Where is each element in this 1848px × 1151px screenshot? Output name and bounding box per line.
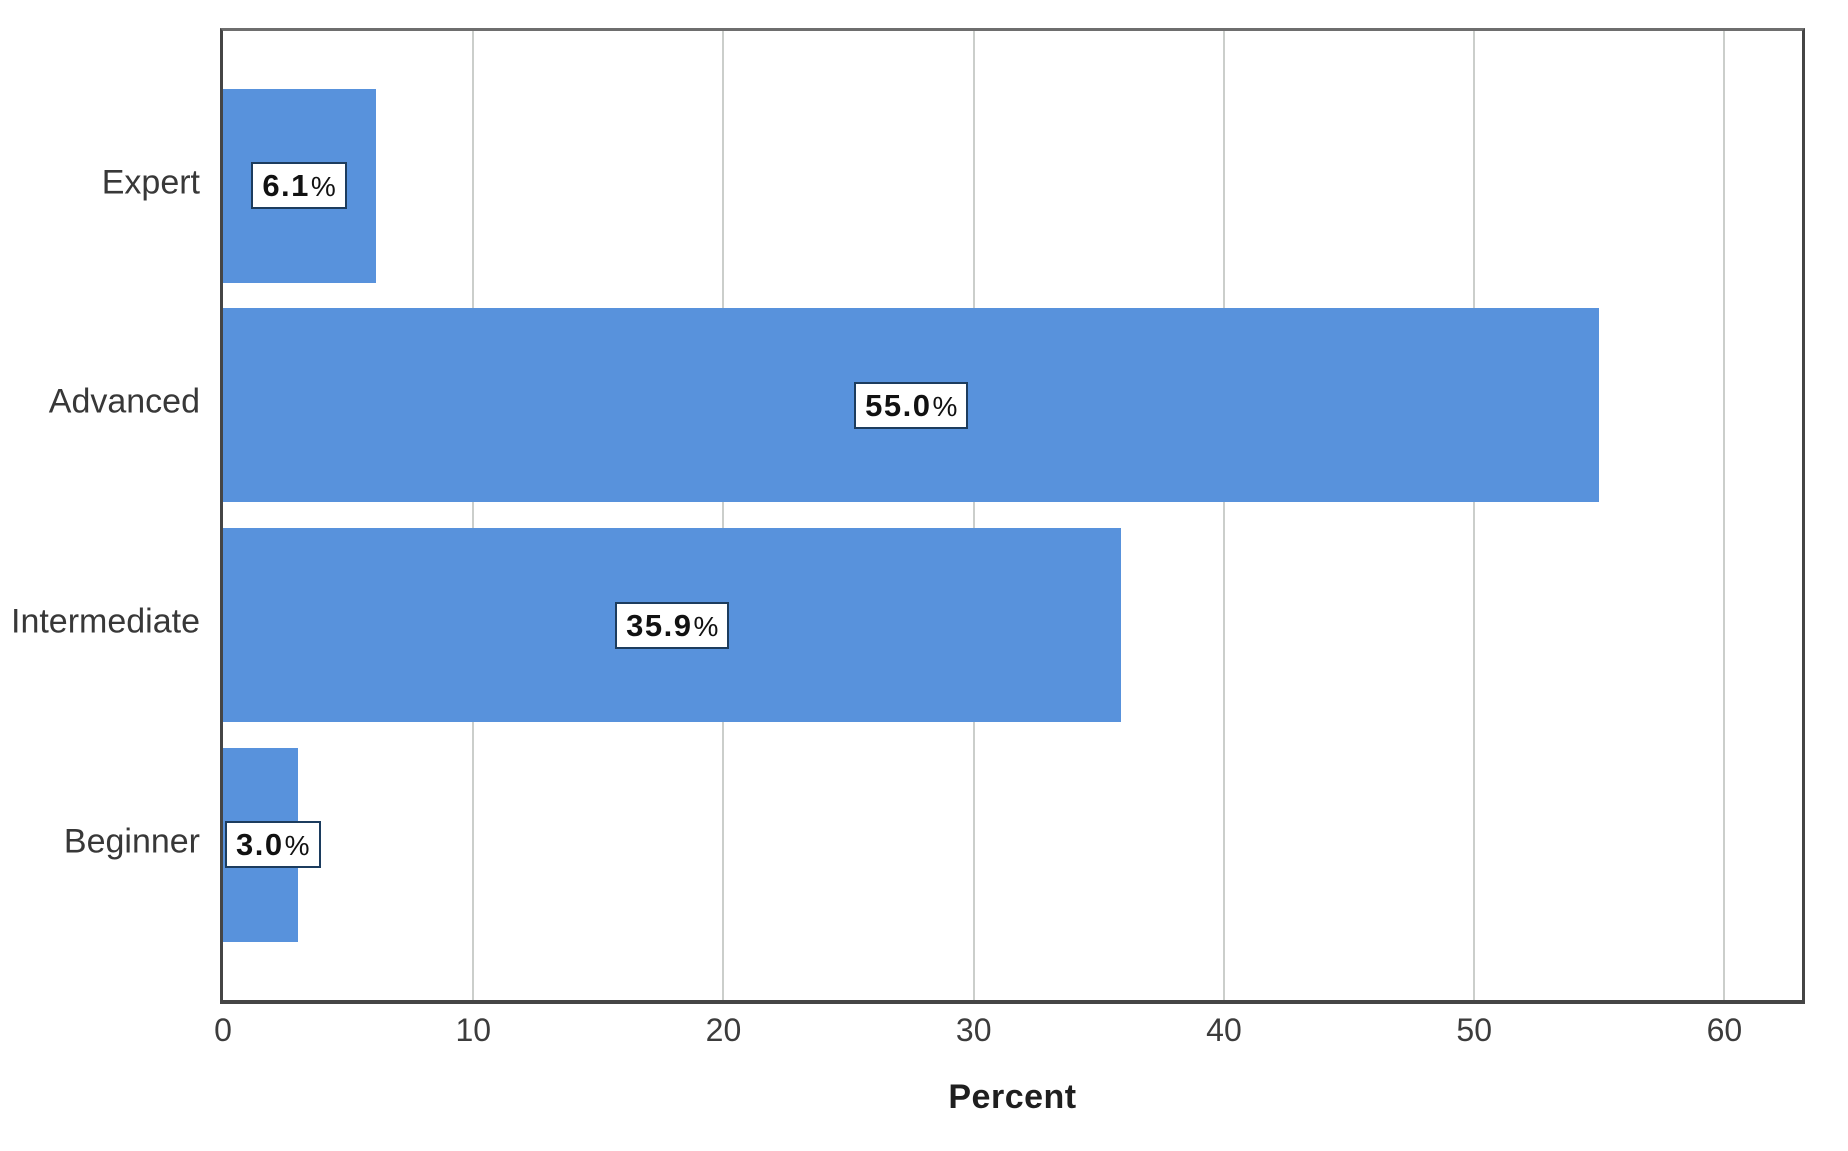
value-label-intermediate: 35.9%	[615, 601, 730, 649]
category-axis: Expert Advanced Intermediate Beginner	[0, 28, 210, 1004]
x-axis-title: Percent	[948, 1078, 1077, 1116]
value-label-advanced: 55.0%	[854, 381, 969, 429]
value-label-beginner: 3.0%	[225, 821, 321, 869]
value-number: 55.0	[865, 387, 932, 423]
category-label-expert: Expert	[101, 163, 200, 202]
x-tick-label-30: 30	[955, 1012, 992, 1048]
plot-area: 6.1% 55.0% 35.9% 3.0%	[220, 28, 1805, 1004]
value-number: 6.1	[262, 168, 310, 204]
category-label-beginner: Beginner	[63, 822, 200, 861]
percent-sign: %	[693, 610, 719, 642]
value-number: 35.9	[626, 607, 693, 643]
category-label-advanced: Advanced	[48, 382, 200, 421]
percent-sign: %	[310, 171, 336, 203]
x-tick-label-50: 50	[1456, 1012, 1492, 1048]
percent-sign: %	[284, 830, 310, 862]
gridline-60	[1723, 31, 1726, 1000]
x-tick-label-10: 10	[455, 1012, 492, 1048]
x-tick-label-20: 20	[705, 1012, 742, 1048]
value-label-expert: 6.1%	[251, 162, 347, 210]
gridline-20	[722, 31, 725, 1000]
value-number: 3.0	[236, 827, 284, 863]
x-tick-label-0: 0	[214, 1012, 232, 1048]
x-tick-label-40: 40	[1206, 1012, 1242, 1048]
x-axis-ticks: 0 10 20 30 40 50 60	[214, 1012, 1802, 1054]
gridline-10	[472, 31, 475, 1000]
gridline-50	[1473, 31, 1476, 1000]
gridline-30	[972, 31, 975, 1000]
percent-sign: %	[932, 390, 958, 422]
gridline-40	[1222, 31, 1225, 1000]
x-tick-label-60: 60	[1706, 1012, 1743, 1048]
category-label-intermediate: Intermediate	[11, 602, 200, 641]
